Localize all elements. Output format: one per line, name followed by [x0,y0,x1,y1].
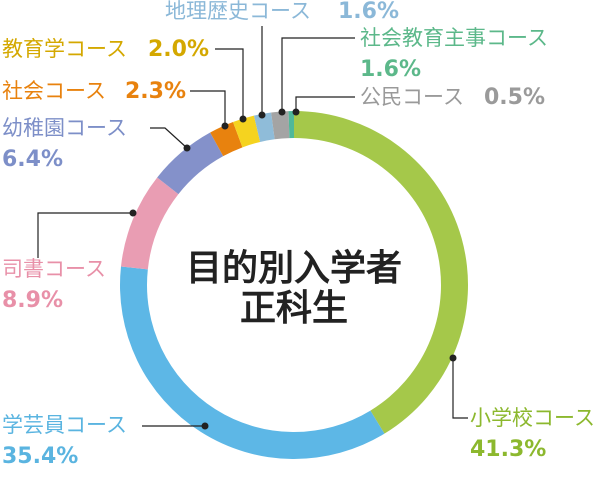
donut-slice [271,111,290,140]
value-label: 1.6% [338,0,399,24]
value-label: 2.3% [125,79,186,104]
donut-slice [120,177,179,270]
leader-dot [278,108,286,116]
leader-dot [239,115,247,123]
leader-dot [221,122,229,130]
value-label: 35.4% [2,444,78,469]
leader-dot [129,209,137,217]
leader-dot [258,111,266,119]
donut-slice [253,112,275,142]
leader-line [215,48,244,119]
leader-dot [292,108,300,116]
leader-line [150,127,188,149]
leader-line [37,212,133,258]
value-label: 0.5% [484,85,545,110]
slice-label: 小学校コース [470,406,595,430]
leader-dot [449,354,457,362]
leader-line [190,90,226,126]
chart-subtitle: 正科生 [240,288,348,329]
donut-slice [288,111,294,139]
slice-label: 社会教育主事コース [360,26,548,50]
leader-line [452,358,468,419]
donut-slice [119,266,385,460]
slice-label: 教育学コース [2,37,127,61]
donut-slice [233,115,261,148]
leader-line [281,37,355,112]
value-label: 8.9% [2,288,63,313]
slice-label: 学芸員コース [2,413,127,437]
slice-label: 地理歴史コース [165,0,311,23]
value-label: 2.0% [148,37,209,62]
leader-dot [183,144,191,152]
slice-label: 司書コース [2,257,106,281]
donut-slice [157,132,224,195]
leader-dot [201,422,209,430]
value-label: 6.4% [2,147,63,172]
slice-label: 幼稚園コース [2,116,127,140]
donut-slice [294,111,468,434]
value-label: 41.3% [470,437,546,462]
leader-line [295,96,355,112]
donut-slice [210,122,243,157]
slice-label: 公民コース [360,85,464,109]
value-label: 1.6% [360,57,421,82]
chart-title: 目的別入学者 [186,247,402,289]
slice-label: 社会コース [2,79,106,103]
